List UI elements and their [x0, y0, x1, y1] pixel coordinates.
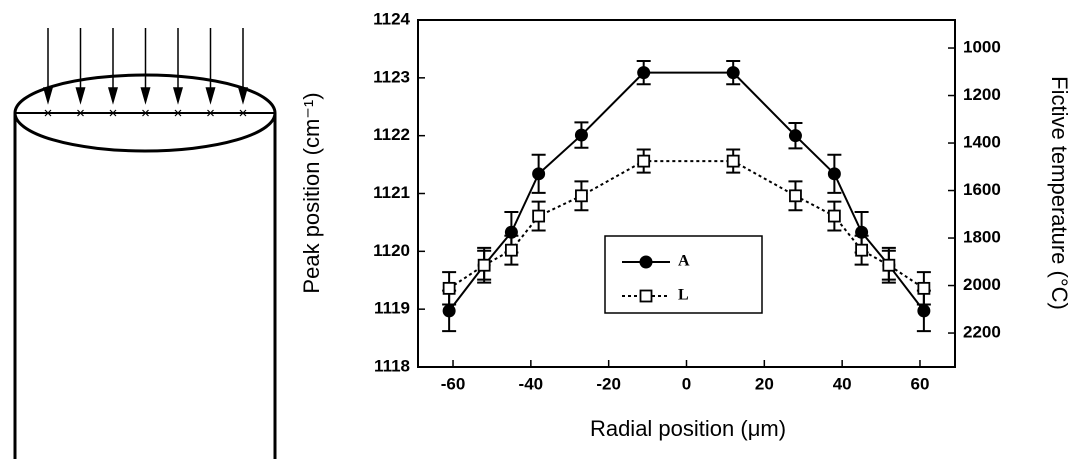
y2-axis-title: Fictive temperature (°C): [1047, 76, 1072, 310]
marker: [442, 281, 456, 295]
cross: [239, 109, 247, 117]
cross: [44, 109, 52, 117]
marker: [917, 281, 931, 295]
y2-tick-label: 1200: [963, 85, 1001, 104]
x-tick-label: 0: [682, 374, 691, 393]
legend-marker: [639, 289, 653, 303]
cross: [174, 109, 182, 117]
y2-tick-label: 1600: [963, 180, 1001, 199]
marker: [788, 129, 802, 143]
x-tick-label: 40: [833, 374, 852, 393]
y-tick-label: 1120: [373, 241, 410, 260]
marker: [574, 128, 588, 142]
marker: [917, 304, 931, 318]
marker: [575, 189, 588, 203]
arrow-head: [205, 87, 216, 105]
x-axis-title: Radial position (μm): [590, 416, 786, 441]
x-tick-label: -60: [441, 374, 466, 393]
legend-marker: [639, 255, 653, 269]
y2-tick-label: 1000: [963, 38, 1001, 57]
marker: [827, 209, 841, 223]
legend-label: L: [678, 287, 689, 304]
legend-box: [604, 235, 763, 314]
y-tick-label: 1124: [373, 9, 410, 28]
y-tick-label: 1121: [373, 183, 410, 202]
marker: [789, 189, 802, 203]
arrow-head: [108, 87, 118, 105]
arrow-head: [238, 87, 248, 105]
x-tick-label: 20: [755, 374, 774, 393]
arrow-head: [75, 87, 86, 105]
marker: [532, 209, 546, 223]
y-tick-label: 1123: [373, 67, 410, 86]
y-tick-label: 1118: [374, 356, 410, 375]
y2-tick-label: 2200: [963, 323, 1001, 342]
arrow-head: [173, 87, 183, 105]
y2-tick-label: 1800: [963, 228, 1001, 247]
marker: [726, 154, 740, 168]
arrow-head: [140, 87, 151, 105]
marker: [637, 66, 651, 80]
beam-arrows: [43, 28, 248, 117]
arrow-head: [43, 87, 53, 105]
x-tick-label: 60: [911, 374, 930, 393]
cross: [142, 109, 149, 117]
marker: [882, 258, 896, 272]
cross: [109, 109, 117, 117]
marker: [726, 66, 740, 80]
series-line: [448, 71, 925, 312]
y-axis-title: Peak position (cm⁻¹): [299, 92, 324, 293]
y2-tick-label: 1400: [963, 133, 1001, 152]
marker: [504, 243, 518, 257]
marker: [532, 167, 546, 181]
marker: [637, 154, 651, 168]
cross: [207, 109, 214, 117]
y-tick-label: 1119: [374, 299, 410, 318]
sample-diagram: [13, 73, 277, 459]
y-tick-label: 1122: [373, 125, 410, 144]
marker: [477, 258, 491, 272]
marker: [442, 304, 456, 318]
y2-tick-label: 2000: [963, 275, 1001, 294]
cross: [77, 109, 84, 117]
legend-label: A: [678, 253, 690, 270]
x-tick-label: -40: [519, 374, 544, 393]
marker: [827, 167, 841, 181]
x-tick-label: -20: [596, 374, 621, 393]
marker: [855, 243, 869, 257]
